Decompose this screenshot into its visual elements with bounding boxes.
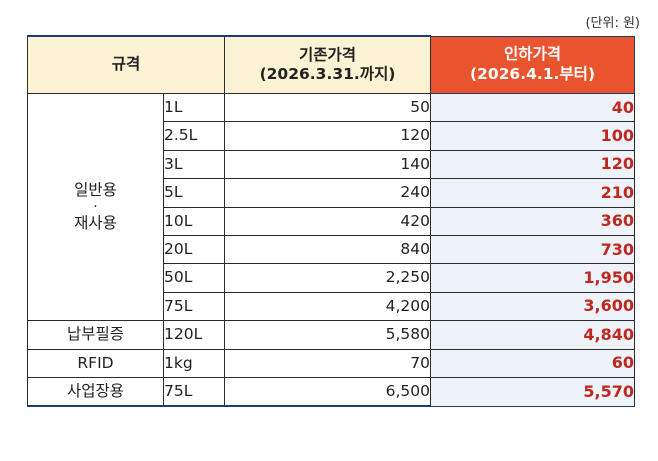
category-general-line1: 일반용 — [74, 180, 117, 199]
category-cell: 사업장용 — [27, 376, 164, 408]
size-cell: 2.5L — [163, 121, 225, 151]
size-cell: 75L — [163, 291, 225, 322]
new-price-cell: 120 — [430, 149, 635, 180]
header-row: 규격 기존가격 (2026.3.31.까지) 인하가격 (2026.4.1.부터… — [27, 35, 635, 94]
size-cell: 5L — [163, 178, 225, 208]
old-price-cell: 5,580 — [224, 320, 431, 350]
header-old-price: 기존가격 (2026.3.31.까지) — [224, 35, 431, 94]
old-price-cell: 120 — [224, 121, 431, 151]
old-price-cell: 4,200 — [224, 291, 431, 322]
new-price-cell: 1,950 — [430, 263, 635, 293]
table-row: 50L 2,250 1,950 — [28, 263, 635, 293]
category-separator: · — [93, 199, 98, 216]
header-new-price-title: 인하가격 — [503, 45, 562, 64]
category-general-reuse: 일반용 · 재사용 — [27, 92, 164, 322]
table-row: 75L 4,200 3,600 — [28, 291, 635, 322]
unit-note: (단위: 원) — [585, 16, 640, 31]
size-cell: 1L — [163, 92, 225, 123]
old-price-cell: 140 — [224, 149, 431, 180]
new-price-cell: 360 — [430, 206, 635, 236]
table-row: 10L 420 360 — [28, 206, 635, 236]
new-price-cell: 100 — [430, 121, 635, 151]
new-price-cell: 3,600 — [430, 291, 635, 322]
price-table: 규격 기존가격 (2026.3.31.까지) 인하가격 (2026.4.1.부터… — [27, 35, 635, 408]
category-cell: RFID — [27, 348, 164, 378]
new-price-cell: 4,840 — [430, 320, 635, 350]
header-old-price-period: (2026.3.31.까지) — [259, 65, 396, 83]
header-spec: 규격 — [27, 35, 225, 94]
table-row: 3L 140 120 — [28, 149, 635, 180]
table-row: 5L 240 210 — [28, 178, 635, 208]
header-old-price-title: 기존가격 — [298, 45, 357, 64]
header-new-price-period: (2026.4.1.부터) — [469, 64, 596, 83]
table-row: RFID 1kg 70 60 — [27, 348, 635, 378]
old-price-cell: 6,500 — [224, 376, 431, 408]
size-cell: 50L — [163, 263, 225, 293]
size-cell: 10L — [163, 206, 225, 236]
table-row: 2.5L 120 100 — [28, 121, 635, 151]
new-price-cell: 5,570 — [430, 376, 635, 407]
size-cell: 3L — [163, 149, 225, 180]
table-row: 일반용 · 재사용 1L 50 40 — [27, 92, 635, 322]
new-price-cell: 210 — [430, 178, 635, 208]
size-cell: 120L — [163, 320, 225, 350]
category-cell: 납부필증 — [27, 320, 164, 350]
new-price-cell: 40 — [430, 92, 635, 123]
table-row: 20L 840 730 — [28, 234, 635, 265]
old-price-cell: 70 — [224, 348, 431, 378]
old-price-cell: 840 — [224, 234, 431, 265]
size-cell: 75L — [163, 376, 225, 408]
new-price-cell: 730 — [430, 234, 635, 265]
table-row: 납부필증 120L 5,580 4,840 — [27, 320, 635, 350]
table-row: 사업장용 75L 6,500 5,570 — [27, 376, 635, 408]
old-price-cell: 240 — [224, 178, 431, 208]
header-new-price: 인하가격 (2026.4.1.부터) — [430, 35, 635, 94]
size-cell: 1kg — [163, 348, 225, 378]
old-price-cell: 2,250 — [224, 263, 431, 293]
category-general-line2: 재사용 — [74, 214, 117, 233]
new-price-cell: 60 — [430, 348, 635, 378]
old-price-cell: 50 — [224, 92, 431, 123]
size-cell: 20L — [163, 234, 225, 265]
old-price-cell: 420 — [224, 206, 431, 236]
